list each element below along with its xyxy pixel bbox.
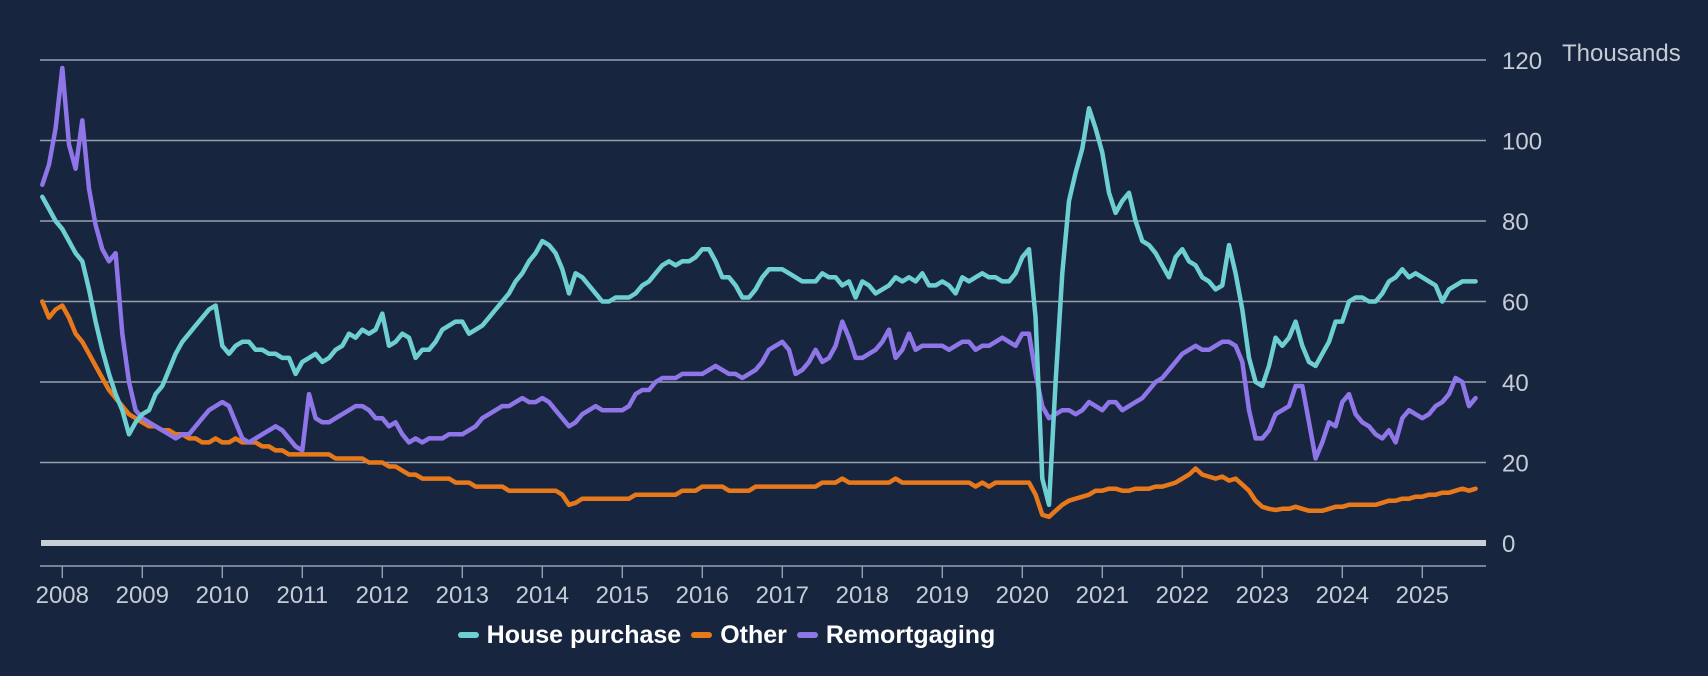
x-axis-tick-label: 2019 <box>916 582 969 609</box>
y-axis-tick-label: 100 <box>1502 129 1542 156</box>
y-axis-tick-label: 0 <box>1502 531 1515 558</box>
legend-label-house-purchase: House purchase <box>486 620 682 649</box>
x-axis-tick-label: 2009 <box>116 582 169 609</box>
y-axis-tick-label: 40 <box>1502 370 1529 397</box>
legend-item-other[interactable]: Other <box>691 621 787 650</box>
legend-item-remortgaging[interactable]: Remortgaging <box>796 620 996 650</box>
y-axis-tick-label: 120 <box>1502 48 1542 75</box>
x-axis-tick-label: 2011 <box>276 582 328 609</box>
x-axis-tick-label: 2012 <box>356 582 409 609</box>
x-axis-tick-label: 2013 <box>436 582 489 609</box>
x-axis-tick-label: 2017 <box>756 582 809 609</box>
series-line-remortgaging <box>40 65 1478 461</box>
x-axis-tick-label: 2010 <box>196 582 249 609</box>
x-axis-tick-label: 2018 <box>836 582 889 609</box>
legend-swatch-remortgaging-icon <box>796 632 818 638</box>
x-axis-tick-label: 2024 <box>1316 582 1369 609</box>
y-axis-tick-label: 60 <box>1502 290 1529 317</box>
series-line-other <box>40 299 1478 520</box>
x-axis-tick-label: 2015 <box>596 582 649 609</box>
x-axis-tick-label: 2008 <box>36 582 89 609</box>
x-axis-tick-label: 2025 <box>1396 582 1449 609</box>
x-axis-tick-label: 2021 <box>1076 582 1129 609</box>
y-axis-tick-label: 80 <box>1502 209 1529 236</box>
chart-legend: House purchase Other Remortgaging <box>0 617 1453 653</box>
x-axis-tick-label: 2016 <box>676 582 729 609</box>
x-axis-tick-label: 2014 <box>516 582 569 609</box>
x-axis-tick-label: 2023 <box>1236 582 1289 609</box>
legend-label-remortgaging: Remortgaging <box>825 620 996 649</box>
series-line-house-purchase <box>40 106 1478 508</box>
x-axis-tick-label: 2022 <box>1156 582 1209 609</box>
y-axis-tick-label: 20 <box>1502 451 1529 478</box>
y-axis-unit-label: Thousands <box>1562 40 1681 67</box>
legend-label-other: Other <box>720 620 787 649</box>
x-axis-tick-label: 2020 <box>996 582 1049 609</box>
legend-item-house-purchase[interactable]: House purchase <box>457 620 682 650</box>
legend-swatch-house-purchase-icon <box>457 632 479 638</box>
legend-swatch-other-icon <box>691 632 713 638</box>
